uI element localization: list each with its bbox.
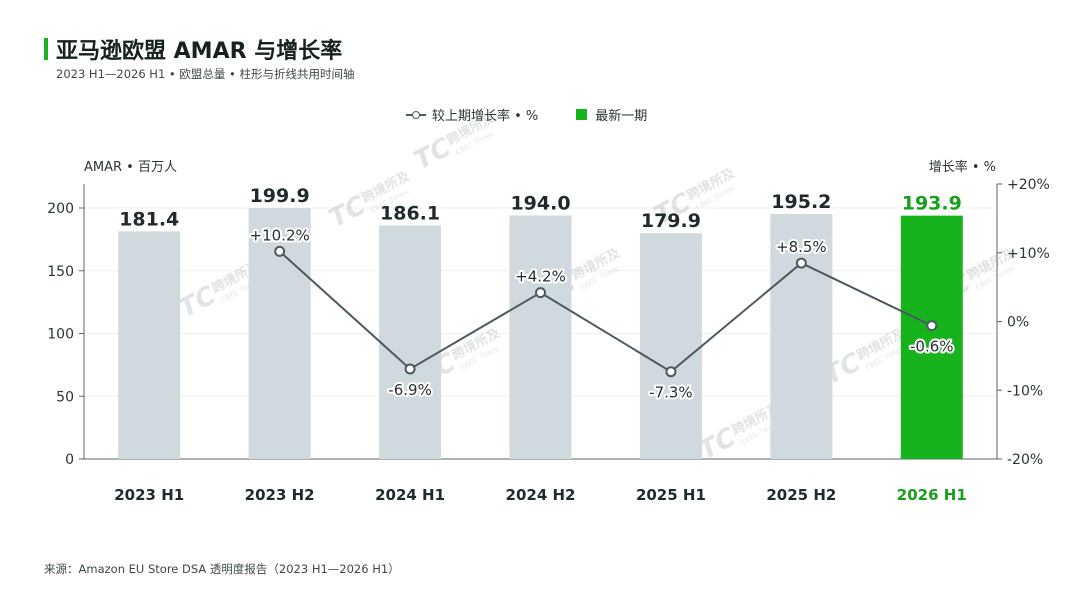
growth-rate-label-halo: -0.6%	[910, 338, 954, 356]
bar-2024-h1	[379, 225, 442, 459]
growth-rate-point	[795, 257, 807, 269]
x-tick-label: 2025 H2	[766, 486, 836, 504]
legend-line-label: 较上期增长率 • %	[432, 109, 539, 124]
growth-rate-label: +10.2%	[250, 226, 310, 244]
y-right-tick-label: +10%	[1007, 246, 1050, 262]
legend-latest-swatch-icon	[576, 109, 588, 120]
growth-rate-label: -0.6%	[910, 338, 954, 356]
x-tick-label: 2023 H2	[245, 486, 315, 504]
bar-value-label: 195.2	[771, 191, 831, 213]
x-tick-label: 2026 H1	[897, 486, 967, 504]
growth-rate-label-halo: +4.2%	[515, 268, 566, 286]
bar-value-label: 181.4	[119, 208, 179, 230]
y-left-tick-label: 100	[47, 327, 74, 343]
legend: 较上期增长率 • % 最新一期	[406, 105, 647, 124]
growth-rate-label-halo: -7.3%	[649, 384, 693, 402]
y-right-tick-label: 0%	[1007, 315, 1029, 331]
chart-title: 亚马逊欧盟 AMAR 与增长率	[56, 39, 343, 64]
bar-2023-h2	[248, 208, 311, 459]
y-left-tick-label: 150	[47, 264, 74, 280]
growth-rate-point	[665, 366, 677, 378]
growth-rate-label: -7.3%	[649, 384, 693, 402]
growth-rate-point	[926, 320, 938, 332]
x-tick-label: 2024 H1	[375, 486, 445, 504]
x-tick-label: 2023 H1	[114, 486, 184, 504]
y-right-tick-label: -20%	[1007, 452, 1043, 468]
bar-2025-h1	[639, 233, 702, 459]
bar-value-label: 193.9	[902, 193, 962, 215]
growth-rate-label: -6.9%	[388, 381, 432, 399]
bar-2023-h1	[118, 231, 181, 459]
y-left-tick-label: 50	[56, 389, 74, 405]
bar-value-label: 194.0	[510, 193, 570, 215]
legend-bar-label: 最新一期	[595, 109, 648, 124]
x-tick-label: 2024 H2	[506, 486, 576, 504]
bar-value-label: 199.9	[250, 185, 310, 207]
bar-value-label: 179.9	[641, 210, 701, 232]
source-note: 来源：Amazon EU Store DSA 透明度报告（2023 H1—202…	[44, 562, 400, 576]
x-tick-label: 2025 H1	[636, 486, 706, 504]
bar-value-label: 186.1	[380, 202, 440, 224]
y-right-tick-label: -10%	[1007, 383, 1043, 399]
y-right-axis-title: 增长率 • %	[929, 159, 996, 175]
growth-rate-label: +4.2%	[515, 268, 566, 286]
growth-rate-label-halo: -6.9%	[388, 381, 432, 399]
growth-rate-line	[278, 250, 933, 373]
growth-rate-label-halo: +8.5%	[776, 238, 827, 256]
growth-rate-label: +8.5%	[776, 238, 827, 256]
y-left-tick-label: 0	[65, 452, 74, 468]
growth-rate-point	[535, 287, 546, 299]
bar-2026-h1	[900, 215, 963, 459]
bar-2024-h2	[509, 215, 572, 459]
growth-rate-label-halo: +10.2%	[250, 226, 310, 244]
chart-subtitle: 2023 H1—2026 H1 • 欧盟总量 • 柱形与折线共用时间轴	[56, 67, 355, 81]
growth-rate-point	[274, 245, 286, 257]
y-left-tick-label: 200	[47, 201, 74, 217]
growth-rate-point	[404, 363, 416, 375]
title-accent-bar	[44, 38, 48, 60]
y-left-axis-title: AMAR • 百万人	[84, 160, 177, 175]
legend-line-marker-icon	[406, 110, 426, 120]
y-right-tick-label: +20%	[1007, 177, 1050, 193]
bar-2025-h2	[770, 214, 833, 459]
